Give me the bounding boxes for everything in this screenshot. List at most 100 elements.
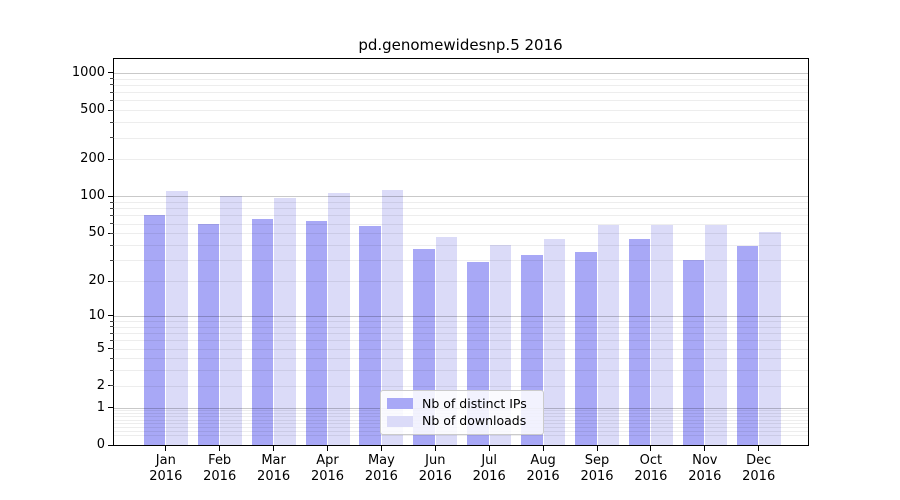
legend-swatch-distinct-ips — [387, 398, 413, 410]
y-tick-mark-minor — [110, 137, 114, 139]
x-tick-label: Oct 2016 — [619, 453, 683, 484]
y-tick-label: 50 — [88, 225, 105, 241]
y-tick-mark-minor — [110, 339, 114, 341]
legend-swatch-downloads — [387, 415, 413, 427]
y-tick-mark — [108, 72, 114, 74]
x-tick-label: May 2016 — [349, 453, 413, 484]
legend-label-distinct-ips: Nb of distinct IPs — [422, 395, 527, 411]
y-tick-mark-minor — [110, 332, 114, 334]
x-tick-mark — [434, 446, 436, 451]
bar-nb-of-downloads — [651, 225, 673, 445]
x-tick-year: 2016 — [203, 468, 237, 484]
bar-nb-of-distinct-ips — [197, 223, 220, 445]
y-tick-mark-minor — [110, 232, 114, 234]
x-tick-label: Sep 2016 — [565, 453, 629, 484]
x-tick-year: 2016 — [634, 468, 668, 484]
y-tick-mark — [108, 407, 114, 409]
x-tick-month: Jan — [155, 453, 176, 468]
y-tick-label: 2 — [96, 377, 105, 393]
x-tick-month: Oct — [639, 453, 663, 468]
gridline-minor — [114, 78, 808, 80]
bar-nb-of-downloads — [597, 224, 619, 445]
y-tick-mark-minor — [110, 326, 114, 328]
bar-nb-of-distinct-ips — [359, 226, 381, 445]
x-tick-label: Mar 2016 — [242, 453, 306, 484]
bar-nb-of-distinct-ips — [682, 260, 705, 445]
y-tick-label: 500 — [80, 102, 105, 118]
x-tick-month: Aug — [530, 453, 556, 468]
y-tick-mark-minor — [110, 357, 114, 359]
bar-nb-of-downloads — [220, 195, 242, 445]
y-tick-mark-minor — [110, 385, 114, 387]
x-tick-month: Nov — [692, 453, 718, 468]
bar-nb-of-downloads — [705, 225, 727, 445]
y-tick-mark-minor — [110, 99, 114, 101]
bar-nb-of-downloads — [759, 232, 781, 445]
y-tick-mark-minor — [110, 348, 114, 349]
bar-nb-of-distinct-ips — [575, 252, 597, 445]
legend-item-downloads: Nb of downloads — [387, 414, 537, 428]
bar-nb-of-distinct-ips — [305, 221, 327, 445]
x-tick-mark — [327, 446, 328, 451]
x-tick-mark — [704, 446, 706, 451]
legend-item-distinct-ips: Nb of distinct IPs — [387, 395, 537, 411]
x-tick-year: 2016 — [526, 468, 560, 484]
y-tick-mark-minor — [110, 207, 114, 209]
y-tick-mark-minor — [110, 369, 114, 371]
y-tick-mark-minor — [110, 158, 114, 160]
gridline-minor — [114, 159, 808, 161]
chart-title: pd.genomewidesnp.5 2016 — [358, 36, 563, 54]
gridline-minor — [114, 208, 808, 210]
y-tick-mark — [108, 315, 114, 317]
x-tick-month: Apr — [316, 453, 339, 468]
gridline-minor — [114, 202, 808, 204]
gridline-minor — [114, 100, 808, 102]
x-tick-month: Feb — [208, 453, 232, 468]
x-tick-year: 2016 — [418, 468, 452, 484]
gridline-minor — [114, 110, 808, 112]
x-tick-year: 2016 — [149, 468, 183, 484]
x-tick-label: Jan 2016 — [134, 453, 198, 484]
plot-area — [113, 58, 809, 446]
x-tick-label: Dec 2016 — [727, 453, 791, 484]
legend: Nb of distinct IPs Nb of downloads — [380, 390, 544, 435]
x-tick-label: Feb 2016 — [188, 453, 252, 484]
y-tick-mark-minor — [110, 84, 114, 86]
y-tick-mark-minor — [110, 91, 114, 93]
y-tick-mark-minor — [110, 201, 114, 203]
x-tick-year: 2016 — [580, 468, 614, 484]
y-tick-mark-minor — [110, 280, 114, 282]
x-tick-mark — [165, 446, 167, 451]
y-tick-label: 0 — [96, 437, 105, 452]
y-tick-mark-minor — [110, 223, 114, 225]
y-tick-mark-minor — [110, 109, 114, 111]
x-tick-mark — [273, 446, 275, 451]
x-tick-label: Apr 2016 — [296, 453, 360, 484]
x-tick-mark — [758, 446, 760, 451]
x-tick-label: Nov 2016 — [673, 453, 737, 484]
y-tick-mark-minor — [110, 259, 114, 261]
bar-nb-of-distinct-ips — [143, 214, 166, 445]
gridline-minor — [114, 122, 808, 124]
x-tick-month: Dec — [746, 453, 772, 468]
y-tick-mark-minor — [110, 214, 114, 216]
gridline-minor — [114, 92, 808, 94]
legend-label-downloads: Nb of downloads — [422, 413, 527, 429]
x-tick-year: 2016 — [742, 468, 776, 484]
x-tick-year: 2016 — [257, 468, 291, 484]
y-tick-mark — [108, 444, 114, 446]
bar-nb-of-downloads — [381, 190, 404, 445]
gridline-minor — [114, 84, 808, 86]
x-tick-mark — [488, 446, 490, 451]
bar-nb-of-distinct-ips — [251, 218, 274, 445]
x-tick-month: Sep — [584, 453, 610, 468]
x-tick-month: May — [367, 453, 395, 468]
x-tick-month: Mar — [261, 453, 286, 468]
y-tick-mark-minor — [110, 244, 114, 246]
y-tick-label: 1 — [96, 399, 105, 415]
gridline-minor — [114, 215, 808, 217]
gridline-minor — [114, 137, 808, 139]
bar-nb-of-downloads — [274, 198, 296, 445]
y-tick-mark-minor — [110, 121, 114, 123]
